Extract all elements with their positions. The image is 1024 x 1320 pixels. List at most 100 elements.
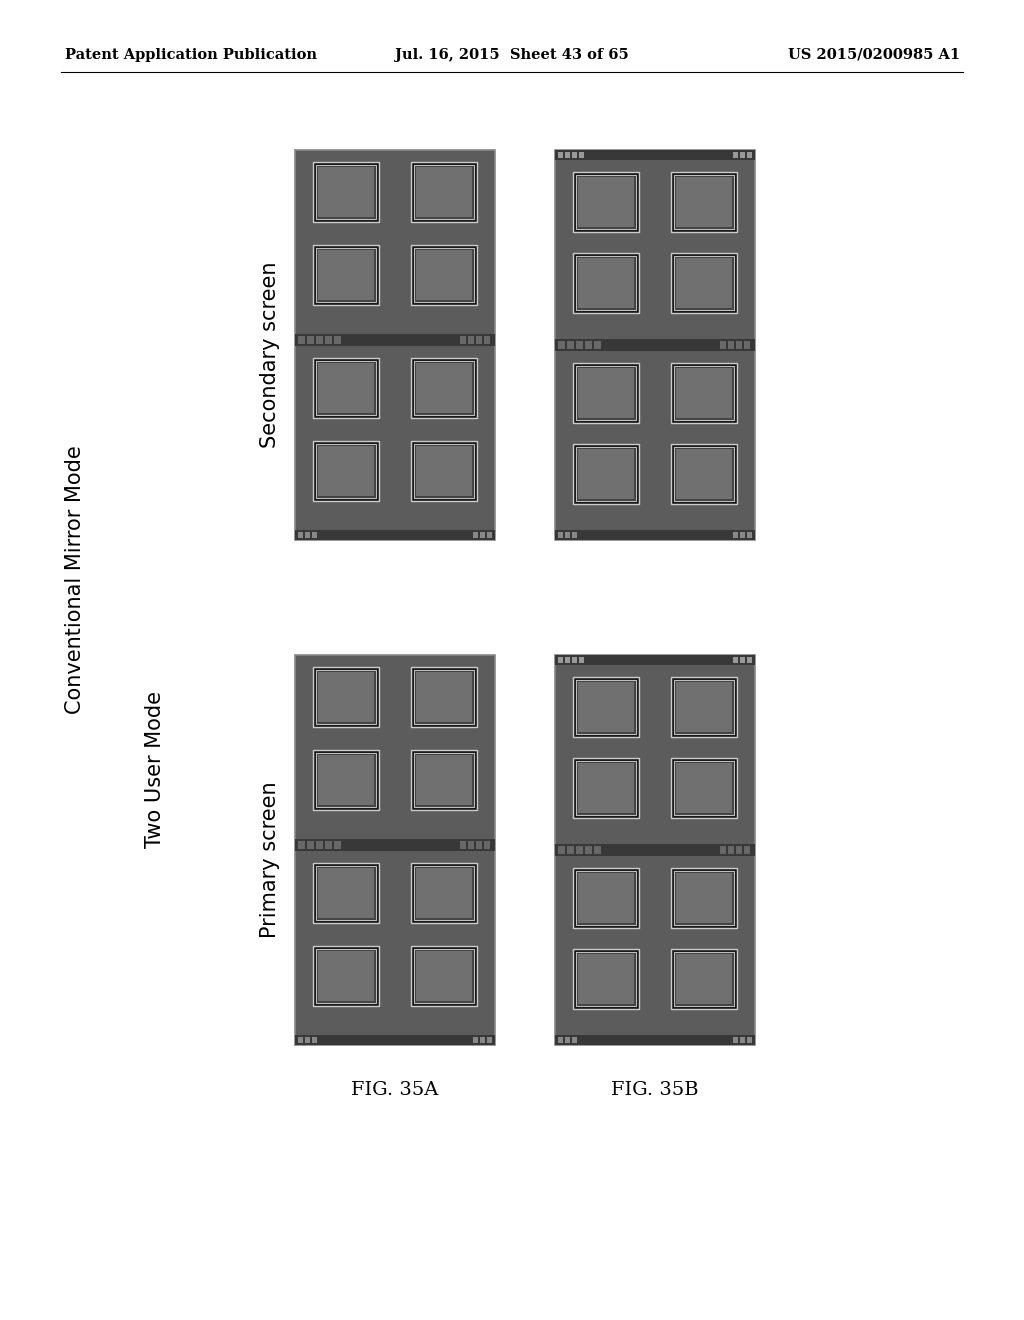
Bar xyxy=(558,341,565,348)
Bar xyxy=(414,444,474,498)
Bar xyxy=(674,176,734,228)
Bar xyxy=(744,341,750,348)
Bar xyxy=(411,162,477,222)
Bar xyxy=(295,334,495,346)
Bar xyxy=(313,863,379,923)
Bar xyxy=(573,253,639,313)
Bar xyxy=(318,446,374,496)
Text: Primary screen: Primary screen xyxy=(260,781,280,939)
Bar xyxy=(720,846,726,854)
Bar xyxy=(740,657,745,663)
Bar xyxy=(575,871,636,925)
Bar xyxy=(318,950,374,1001)
Bar xyxy=(575,176,636,228)
Bar xyxy=(414,866,474,920)
Bar xyxy=(307,337,314,345)
Bar xyxy=(313,246,379,305)
Bar xyxy=(728,846,734,854)
Bar xyxy=(575,952,636,1006)
Bar xyxy=(414,752,474,807)
Bar xyxy=(313,441,379,502)
Text: FIG. 35B: FIG. 35B xyxy=(611,1081,698,1100)
Bar xyxy=(578,257,634,308)
Bar xyxy=(313,946,379,1006)
Bar xyxy=(414,165,474,219)
Bar xyxy=(676,682,732,733)
Bar xyxy=(318,672,374,722)
Bar xyxy=(558,657,563,663)
Bar xyxy=(298,337,305,345)
Text: FIG. 35A: FIG. 35A xyxy=(351,1081,438,1100)
Bar xyxy=(671,363,737,422)
Bar xyxy=(334,841,341,849)
Bar xyxy=(487,1038,492,1043)
Bar xyxy=(720,341,726,348)
Bar xyxy=(295,655,495,1045)
Bar xyxy=(316,841,323,849)
Bar xyxy=(671,677,737,737)
Bar xyxy=(555,339,755,351)
Bar xyxy=(555,150,755,160)
Bar xyxy=(414,248,474,302)
Bar xyxy=(484,337,490,345)
Bar xyxy=(567,846,574,854)
Bar xyxy=(558,1038,563,1043)
Bar xyxy=(565,532,570,539)
Bar xyxy=(484,841,490,849)
Bar xyxy=(565,1038,570,1043)
Bar xyxy=(740,1038,745,1043)
Bar xyxy=(565,657,570,663)
Bar xyxy=(558,152,563,158)
Bar xyxy=(295,840,495,851)
Bar xyxy=(573,869,639,928)
Bar xyxy=(740,152,745,158)
Bar xyxy=(316,248,376,302)
Bar xyxy=(575,447,636,502)
Bar xyxy=(567,341,574,348)
Bar xyxy=(578,368,634,418)
Bar xyxy=(555,655,755,1045)
Bar xyxy=(674,447,734,502)
Bar xyxy=(476,841,482,849)
Bar xyxy=(473,532,478,539)
Bar xyxy=(411,358,477,418)
Bar xyxy=(575,846,583,854)
Bar xyxy=(460,841,466,849)
Bar xyxy=(411,441,477,502)
Bar xyxy=(585,341,592,348)
Bar xyxy=(416,755,472,805)
Bar xyxy=(746,152,752,158)
Bar xyxy=(316,165,376,219)
Bar xyxy=(555,1035,755,1045)
Bar xyxy=(736,341,742,348)
Bar xyxy=(579,152,584,158)
Bar xyxy=(573,172,639,232)
Bar xyxy=(572,152,577,158)
Bar xyxy=(480,1038,485,1043)
Bar xyxy=(325,337,332,345)
Bar xyxy=(316,444,376,498)
Bar xyxy=(416,168,472,216)
Bar xyxy=(578,449,634,499)
Bar xyxy=(313,667,379,727)
Bar xyxy=(578,763,634,813)
Bar xyxy=(671,444,737,504)
Bar xyxy=(307,841,314,849)
Bar xyxy=(468,337,474,345)
Bar xyxy=(316,949,376,1003)
Bar xyxy=(736,846,742,854)
Bar xyxy=(316,360,376,414)
Bar xyxy=(416,363,472,413)
Bar xyxy=(578,873,634,923)
Bar xyxy=(746,657,752,663)
Text: Conventional Mirror Mode: Conventional Mirror Mode xyxy=(65,446,85,714)
Bar xyxy=(558,846,565,854)
Bar xyxy=(746,532,752,539)
Bar xyxy=(733,532,738,539)
Bar xyxy=(411,750,477,810)
Bar xyxy=(733,1038,738,1043)
Bar xyxy=(733,657,738,663)
Bar xyxy=(411,863,477,923)
Bar xyxy=(676,177,732,227)
Bar xyxy=(312,532,317,539)
